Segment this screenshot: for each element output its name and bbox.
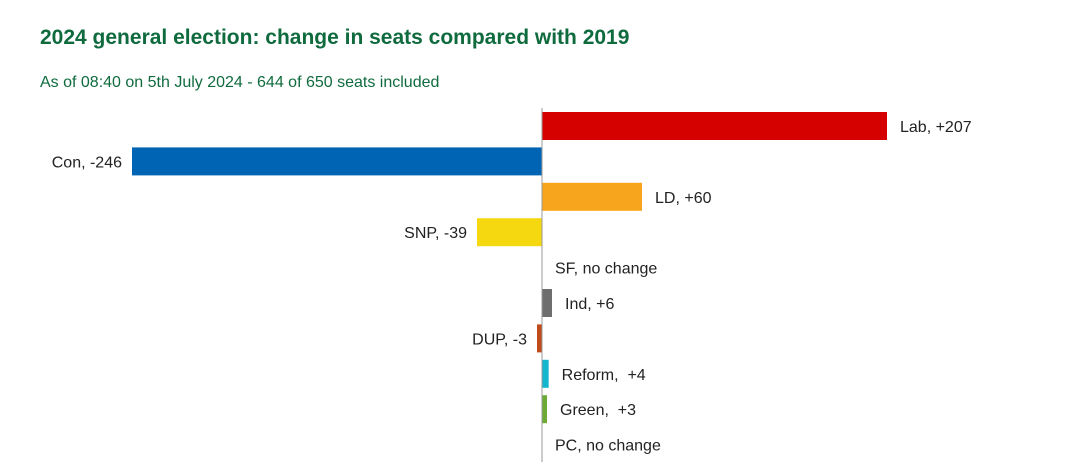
bar-label-dup: DUP, -3 bbox=[472, 331, 527, 348]
bar-reform bbox=[542, 359, 549, 388]
bar-green bbox=[542, 395, 547, 424]
bar-label-lab: Lab, +207 bbox=[900, 119, 972, 136]
bar-label-snp: SNP, -39 bbox=[404, 225, 467, 242]
bar-con bbox=[132, 147, 542, 176]
bar-label-con: Con, -246 bbox=[52, 154, 122, 171]
bar-dup bbox=[537, 324, 542, 353]
labels-layer: Lab, +207 Con, -246 LD, +60 SNP, -39 SF, no … bbox=[52, 119, 972, 455]
bar-label-green: Green, +3 bbox=[560, 402, 636, 419]
bar-label-sf: SF, no change bbox=[555, 261, 657, 278]
bars-layer bbox=[132, 112, 887, 424]
bar-label-ind: Ind, +6 bbox=[565, 296, 614, 313]
chart-title: 2024 general election: change in seats c… bbox=[40, 26, 630, 49]
bar-ld bbox=[542, 182, 642, 211]
bar-label-ld: LD, +60 bbox=[655, 190, 712, 207]
bar-label-pc: PC, no change bbox=[555, 438, 661, 455]
bar-lab bbox=[542, 112, 887, 140]
bar-ind bbox=[542, 289, 552, 317]
chart-subtitle: As of 08:40 on 5th July 2024 - 644 of 65… bbox=[40, 74, 440, 91]
bar-snp bbox=[477, 218, 542, 247]
bar-label-reform: Reform, +4 bbox=[562, 367, 646, 384]
